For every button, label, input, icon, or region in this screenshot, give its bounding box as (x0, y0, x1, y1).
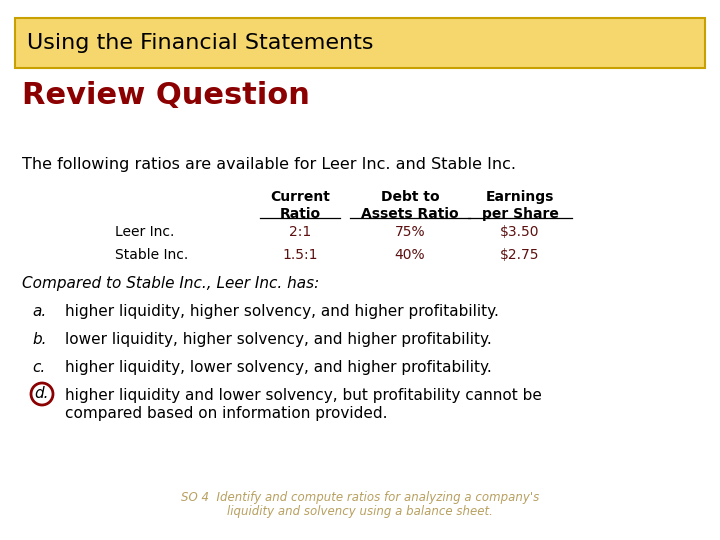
Text: higher liquidity, lower solvency, and higher profitability.: higher liquidity, lower solvency, and hi… (65, 360, 492, 375)
Text: Leer Inc.: Leer Inc. (115, 225, 174, 239)
Text: $2.75: $2.75 (500, 248, 540, 262)
Text: Debt to
Assets Ratio: Debt to Assets Ratio (361, 190, 459, 221)
Text: 1.5:1: 1.5:1 (282, 248, 318, 262)
Text: SO 4  Identify and compute ratios for analyzing a company's: SO 4 Identify and compute ratios for ana… (181, 491, 539, 504)
Text: higher liquidity and lower solvency, but profitability cannot be: higher liquidity and lower solvency, but… (65, 388, 542, 403)
Text: higher liquidity, higher solvency, and higher profitability.: higher liquidity, higher solvency, and h… (65, 304, 499, 319)
Text: lower liquidity, higher solvency, and higher profitability.: lower liquidity, higher solvency, and hi… (65, 332, 492, 347)
Text: a.: a. (32, 304, 46, 319)
Text: Stable Inc.: Stable Inc. (115, 248, 188, 262)
Text: $3.50: $3.50 (500, 225, 540, 239)
Text: Current
Ratio: Current Ratio (270, 190, 330, 221)
Text: liquidity and solvency using a balance sheet.: liquidity and solvency using a balance s… (227, 505, 493, 518)
Text: d.: d. (35, 386, 49, 401)
Text: c.: c. (32, 360, 45, 375)
FancyBboxPatch shape (15, 18, 705, 68)
Text: Earnings
per Share: Earnings per Share (482, 190, 559, 221)
Text: 40%: 40% (395, 248, 426, 262)
Text: 75%: 75% (395, 225, 426, 239)
Text: b.: b. (32, 332, 47, 347)
Text: 2:1: 2:1 (289, 225, 311, 239)
Text: Compared to Stable Inc., Leer Inc. has:: Compared to Stable Inc., Leer Inc. has: (22, 276, 319, 291)
Text: Review Question: Review Question (22, 81, 310, 110)
Text: Using the Financial Statements: Using the Financial Statements (27, 33, 374, 53)
Text: The following ratios are available for Leer Inc. and Stable Inc.: The following ratios are available for L… (22, 157, 516, 172)
Text: compared based on information provided.: compared based on information provided. (65, 406, 387, 421)
